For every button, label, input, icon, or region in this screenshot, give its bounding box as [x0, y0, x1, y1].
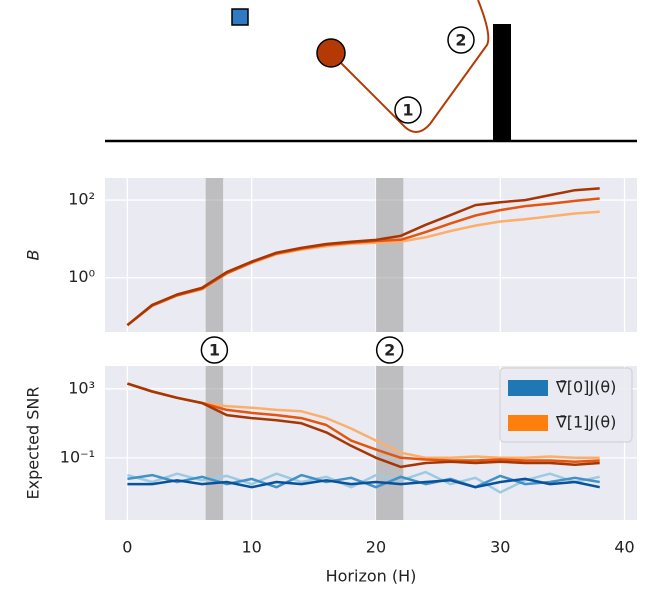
marker-circle — [447, 26, 475, 54]
y-tick-label: 10⁰ — [68, 267, 95, 286]
y-axis-label: B — [24, 250, 43, 261]
x-tick-label: 20 — [366, 538, 386, 557]
legend-swatch — [508, 380, 548, 396]
series-line — [127, 382, 600, 469]
x-tick-label: 40 — [614, 538, 634, 557]
plot-area — [105, 178, 637, 332]
marker-label: 2 — [455, 31, 466, 50]
band-marker-label: 2 — [384, 341, 395, 360]
x-tick-label: 30 — [490, 538, 510, 557]
marker-label: 1 — [402, 101, 413, 120]
x-axis-label: Horizon (H) — [326, 567, 417, 586]
target — [231, 8, 249, 26]
y-tick-label: 10³ — [68, 378, 95, 397]
highlight-band — [205, 366, 224, 520]
y-axis-label: Expected SNR — [24, 387, 43, 500]
x-tick-label: 10 — [241, 538, 261, 557]
highlight-band — [205, 178, 224, 332]
wall — [493, 24, 511, 141]
band-marker — [200, 336, 229, 364]
marker-circle — [394, 96, 422, 124]
y-tick-label: 10² — [68, 190, 95, 209]
legend-swatch — [508, 415, 548, 431]
band-marker-label: 1 — [209, 341, 220, 360]
ball — [316, 38, 346, 68]
diagram: 1 2 — [105, 0, 637, 143]
series-line — [127, 477, 600, 489]
band-marker — [375, 336, 404, 364]
highlight-band — [375, 178, 404, 332]
trajectory — [330, 0, 490, 133]
legend-label: ∇̄[1]J(θ) — [555, 413, 616, 432]
y-tick-label: 10⁻¹ — [60, 447, 95, 466]
x-tick-label: 0 — [122, 538, 132, 557]
legend-label: ∇̄[0]J(θ) — [555, 378, 616, 397]
series-line — [126, 187, 600, 327]
